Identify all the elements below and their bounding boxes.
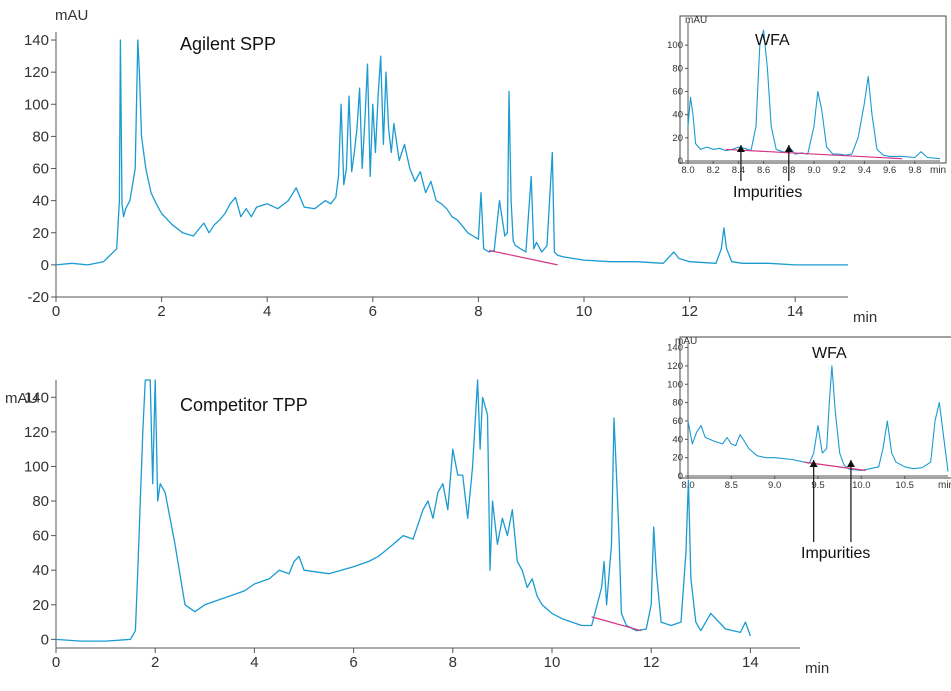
x-tick-label: 10 bbox=[544, 654, 561, 671]
x-tick-label: 8.0 bbox=[681, 480, 694, 491]
y-tick-label: 20 bbox=[672, 453, 683, 464]
x-tick-label: 6 bbox=[369, 303, 377, 320]
x-axis-unit: min bbox=[930, 165, 946, 176]
x-tick-label: 6 bbox=[349, 654, 357, 671]
y-tick-label: 100 bbox=[24, 458, 49, 475]
x-tick-label: 14 bbox=[787, 303, 804, 320]
inset-frame bbox=[679, 336, 951, 479]
x-axis-unit: min bbox=[853, 309, 877, 326]
x-tick-label: 9.8 bbox=[908, 165, 921, 176]
integration-baseline bbox=[488, 249, 558, 266]
impurities-label: Impurities bbox=[801, 545, 870, 562]
x-tick-label: 8 bbox=[474, 303, 482, 320]
y-tick-label: 80 bbox=[32, 128, 49, 145]
y-tick-label: 40 bbox=[672, 110, 683, 121]
agilent-spp-chromatogram: 0 2 4 6 8 10 12 14-20020406080100120140mAUminAg… bbox=[24, 7, 877, 326]
x-tick-label: 9.6 bbox=[883, 165, 896, 176]
y-tick-label: 0 bbox=[41, 631, 49, 648]
x-tick-label: 2 bbox=[151, 654, 159, 671]
peak-annotation-wfa: WFA bbox=[755, 32, 790, 49]
y-tick-label: 100 bbox=[667, 379, 683, 390]
y-tick-label: 80 bbox=[32, 493, 49, 510]
y-tick-label: 0 bbox=[41, 257, 49, 274]
integration-baseline bbox=[591, 616, 642, 632]
peak-annotation-wfa: WFA bbox=[812, 345, 847, 362]
y-tick-label: 20 bbox=[672, 133, 683, 144]
x-tick-label: 8.4 bbox=[732, 165, 745, 176]
y-tick-label: 40 bbox=[32, 562, 49, 579]
y-tick-label: 120 bbox=[667, 361, 683, 372]
y-axis-unit: mAU bbox=[55, 7, 88, 24]
x-tick-label: 8.6 bbox=[757, 165, 770, 176]
x-tick-label: 14 bbox=[742, 654, 759, 671]
x-tick-label: 10.0 bbox=[852, 480, 871, 491]
y-tick-label: 40 bbox=[672, 434, 683, 445]
x-tick-label: 4 bbox=[263, 303, 271, 320]
x-tick-label: 9.5 bbox=[811, 480, 824, 491]
integration-baseline bbox=[725, 148, 903, 160]
y-tick-label: -20 bbox=[27, 289, 49, 306]
series-trace bbox=[687, 29, 941, 160]
x-axis-unit: min bbox=[805, 660, 829, 677]
y-tick-label: 100 bbox=[667, 40, 683, 51]
y-tick-label: 40 bbox=[32, 193, 49, 210]
x-tick-label: 8.5 bbox=[725, 480, 738, 491]
x-tick-label: 9.0 bbox=[807, 165, 820, 176]
x-tick-label: 10.5 bbox=[895, 480, 914, 491]
competitor-tpp-inset: 8.0 8.5 9.0 9.5 10.0 10.5 0 20 40 60 80 100 120 140mA… bbox=[667, 336, 951, 562]
x-tick-label: 9.0 bbox=[768, 480, 781, 491]
chart-annotation: Agilent SPP bbox=[180, 34, 276, 54]
y-tick-label: 120 bbox=[24, 424, 49, 441]
y-tick-label: 100 bbox=[24, 96, 49, 113]
impurity-arrowhead bbox=[784, 145, 793, 152]
series-trace bbox=[687, 365, 949, 472]
y-axis-unit: mAU bbox=[685, 15, 707, 26]
x-tick-label: 10 bbox=[576, 303, 593, 320]
y-tick-label: 120 bbox=[24, 64, 49, 81]
x-tick-label: 8.0 bbox=[681, 165, 694, 176]
y-tick-label: 20 bbox=[32, 225, 49, 242]
x-tick-label: 2 bbox=[157, 303, 165, 320]
y-tick-label: 60 bbox=[672, 416, 683, 427]
y-tick-label: 80 bbox=[672, 398, 683, 409]
y-tick-label: 60 bbox=[32, 528, 49, 545]
competitor-tpp-chromatogram: 0 2 4 6 8 10 12 14020406080100120140mAUminCompe… bbox=[5, 379, 829, 677]
y-tick-label: 140 bbox=[667, 343, 683, 354]
y-tick-label: 140 bbox=[24, 389, 49, 406]
x-tick-label: 9.2 bbox=[833, 165, 846, 176]
x-tick-label: 9.4 bbox=[858, 165, 871, 176]
chart-annotation: Competitor TPP bbox=[180, 395, 308, 415]
impurity-arrowhead bbox=[736, 145, 745, 152]
series-trace bbox=[55, 379, 752, 642]
y-tick-label: 140 bbox=[24, 32, 49, 49]
x-tick-label: 12 bbox=[643, 654, 660, 671]
y-axis-unit: mAU bbox=[5, 390, 38, 407]
inset-frame bbox=[679, 15, 947, 164]
agilent-spp-inset: 8.0 8.2 8.4 8.6 8.8 9.0 9.2 9.4 9.6 9.80204060801… bbox=[667, 15, 947, 201]
y-tick-label: 0 bbox=[678, 471, 683, 482]
y-tick-label: 80 bbox=[672, 63, 683, 74]
y-tick-label: 60 bbox=[672, 87, 683, 98]
x-tick-label: 4 bbox=[250, 654, 258, 671]
x-tick-label: 0 bbox=[52, 654, 60, 671]
x-axis-unit: min bbox=[938, 480, 951, 491]
x-tick-label: 12 bbox=[681, 303, 698, 320]
impurity-arrowhead bbox=[809, 460, 818, 467]
y-tick-label: 60 bbox=[32, 161, 49, 178]
impurity-arrowhead bbox=[846, 460, 855, 467]
series-trace bbox=[55, 39, 848, 266]
x-tick-label: 8.2 bbox=[707, 165, 720, 176]
impurities-label: Impurities bbox=[733, 184, 802, 201]
x-tick-label: 8 bbox=[449, 654, 457, 671]
x-tick-label: 0 bbox=[52, 303, 60, 320]
y-axis-unit: mAU bbox=[675, 336, 697, 347]
y-tick-label: 0 bbox=[678, 156, 683, 167]
y-tick-label: 20 bbox=[32, 597, 49, 614]
